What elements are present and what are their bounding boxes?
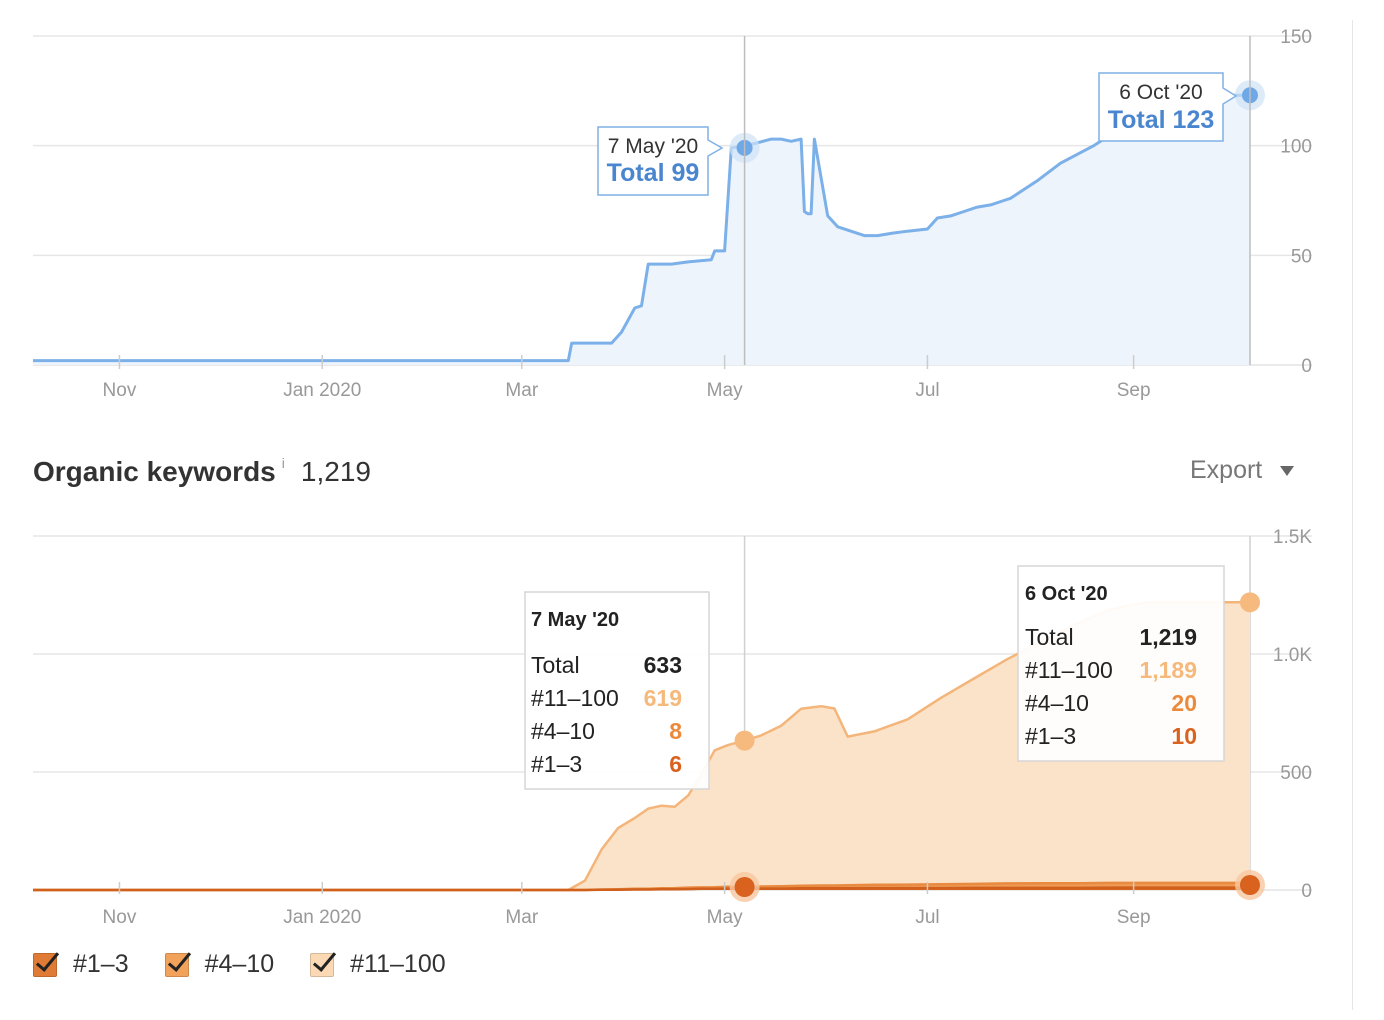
bottom-marker-oct-top-100 bbox=[1240, 592, 1260, 613]
section-title: Organic keywords bbox=[33, 456, 276, 487]
bottom-tooltip-1-row-3-label: #1–3 bbox=[531, 751, 582, 777]
top-y-tick-label-3: 0 bbox=[1301, 356, 1312, 377]
checkbox-top-10[interactable] bbox=[164, 952, 189, 977]
bottom-tooltip-1-date: 7 May '20 bbox=[531, 609, 619, 631]
legend-label-top-100: #11–100 bbox=[350, 950, 446, 978]
top-series-area bbox=[33, 95, 1250, 365]
panel-divider bbox=[1352, 20, 1353, 1010]
bottom-x-tick-label-3: May bbox=[707, 907, 743, 928]
top-tooltip-2-date: 6 Oct '20 bbox=[1119, 81, 1202, 104]
bottom-x-tick-label-1: Jan 2020 bbox=[283, 907, 361, 928]
bottom-tooltip-2-row-0-value: 1,219 bbox=[1139, 624, 1197, 650]
bottom-series-11-100-area bbox=[33, 602, 1250, 890]
caret-down-icon bbox=[1280, 465, 1295, 476]
bottom-tooltip-1-row-0-label: Total bbox=[531, 652, 580, 678]
bottom-tooltip-2-row-1-value: 1,189 bbox=[1139, 657, 1197, 683]
top-cursor-lines bbox=[743, 36, 1251, 365]
referring-chart: Nov Jan 2020 Mar May Jul Sep 150 100 50 0 7 May … bbox=[33, 27, 1312, 401]
top-tooltip-2: 6 Oct '20 Total 123 bbox=[1098, 72, 1238, 142]
series-legend: #1–3 #4–10 #11–100 bbox=[33, 950, 482, 979]
bottom-marker-may-top-3 bbox=[734, 877, 755, 897]
top-x-tick-label-4: Jul bbox=[915, 380, 939, 401]
bottom-tooltip-1-row-2-value: 8 bbox=[669, 718, 682, 744]
top-x-tick-label-2: Mar bbox=[505, 380, 538, 401]
legend-item-top-100[interactable]: #11–100 bbox=[310, 950, 446, 979]
svg-text:Total 99: Total 99 bbox=[607, 159, 700, 187]
bottom-y-tick-label-0: 1.5K bbox=[1273, 527, 1312, 548]
top-tooltip-1-total-label: Total bbox=[607, 159, 665, 187]
bottom-tooltip-1-row-1-value: 619 bbox=[644, 685, 682, 711]
export-button[interactable]: Export bbox=[1190, 456, 1295, 485]
legend-label-top-10: #4–10 bbox=[204, 950, 275, 978]
top-x-axis: Nov Jan 2020 Mar May Jul Sep bbox=[103, 355, 1151, 401]
bottom-y-tick-label-1: 1.0K bbox=[1273, 645, 1312, 666]
top-series-group bbox=[33, 80, 1265, 365]
bottom-x-tick-label-2: Mar bbox=[505, 907, 538, 928]
bottom-series-group bbox=[33, 601, 1250, 892]
legend-item-top-10[interactable]: #4–10 bbox=[164, 950, 275, 979]
legend-label-top-3: #1–3 bbox=[73, 950, 129, 978]
top-series-line bbox=[33, 93, 1250, 363]
bottom-y-tick-label-2: 500 bbox=[1280, 763, 1312, 784]
top-tooltip-1-total-value: 99 bbox=[672, 159, 700, 187]
keywords-chart: Nov Jan 2020 Mar May Jul Sep 1.5K 1.0K 500 0 7 M… bbox=[33, 527, 1312, 928]
bottom-tooltip-2-row-1-label: #11–100 bbox=[1025, 657, 1113, 683]
bottom-x-tick-label-5: Sep bbox=[1117, 907, 1151, 928]
bottom-tooltip-2-row-3-label: #1–3 bbox=[1025, 723, 1076, 749]
bottom-tooltip-1: 7 May '20 Total 633 #11–100 619 #4–10 8 … bbox=[524, 591, 710, 790]
top-y-axis: 150 100 50 0 bbox=[1280, 27, 1312, 377]
bottom-tooltip-2-row-2-label: #4–10 bbox=[1025, 690, 1089, 716]
top-y-tick-label-0: 150 bbox=[1280, 27, 1312, 48]
top-tooltips: 7 May '20 Total 99 6 Oct '20 Total 123 bbox=[597, 72, 1238, 196]
checkbox-top-100[interactable] bbox=[310, 952, 335, 977]
bottom-tooltip-2-row-3-value: 10 bbox=[1171, 723, 1197, 749]
bottom-tooltip-1-row-1-label: #11–100 bbox=[531, 685, 619, 711]
top-y-tick-label-2: 50 bbox=[1291, 246, 1312, 267]
bottom-tooltip-1-row-0-value: 633 bbox=[644, 652, 682, 678]
top-tooltip-2-total-value: 123 bbox=[1173, 106, 1215, 134]
top-x-tick-label-5: Sep bbox=[1117, 380, 1151, 401]
bottom-y-axis: 1.5K 1.0K 500 0 bbox=[1273, 527, 1312, 902]
svg-text:Total 123: Total 123 bbox=[1108, 106, 1215, 134]
bottom-y-tick-label-3: 0 bbox=[1301, 881, 1312, 902]
bottom-tooltip-2: 6 Oct '20 Total 1,219 #11–100 1,189 #4–1… bbox=[1017, 565, 1225, 762]
top-x-tick-label-1: Jan 2020 bbox=[283, 380, 361, 401]
bottom-tooltip-2-row-2-value: 20 bbox=[1171, 690, 1197, 716]
bottom-tooltip-2-row-0-label: Total bbox=[1025, 624, 1074, 650]
top-x-tick-label-0: Nov bbox=[103, 380, 137, 401]
bottom-tooltip-1-row-2-label: #4–10 bbox=[531, 718, 595, 744]
bottom-tooltip-2-date: 6 Oct '20 bbox=[1025, 583, 1108, 605]
bottom-x-tick-label-4: Jul bbox=[915, 907, 939, 928]
bottom-tooltip-1-row-3-value: 6 bbox=[669, 751, 682, 777]
bottom-series-1-3-line bbox=[33, 886, 1250, 892]
top-x-tick-label-3: May bbox=[707, 380, 743, 401]
top-tooltip-1-date: 7 May '20 bbox=[608, 135, 698, 158]
info-icon[interactable]: i bbox=[281, 455, 285, 471]
top-y-tick-label-1: 100 bbox=[1280, 137, 1312, 158]
bottom-x-tick-label-0: Nov bbox=[103, 907, 137, 928]
legend-item-top-3[interactable]: #1–3 bbox=[33, 950, 129, 979]
bottom-x-axis: Nov Jan 2020 Mar May Jul Sep bbox=[103, 882, 1151, 928]
keywords-count: 1,219 bbox=[300, 456, 371, 487]
bottom-marker-oct-top-3 bbox=[1240, 875, 1260, 895]
organic-keywords-header: Organic keywords i 1,219 bbox=[33, 452, 371, 492]
bottom-markers bbox=[729, 592, 1265, 902]
top-tooltip-2-total-label: Total bbox=[1108, 106, 1166, 134]
bottom-marker-may-top-100 bbox=[734, 730, 755, 751]
export-label: Export bbox=[1190, 456, 1263, 484]
bottom-tooltips: 7 May '20 Total 633 #11–100 619 #4–10 8 … bbox=[524, 565, 1225, 790]
top-tooltip-1: 7 May '20 Total 99 bbox=[597, 126, 724, 196]
checkbox-top-3[interactable] bbox=[33, 952, 57, 977]
